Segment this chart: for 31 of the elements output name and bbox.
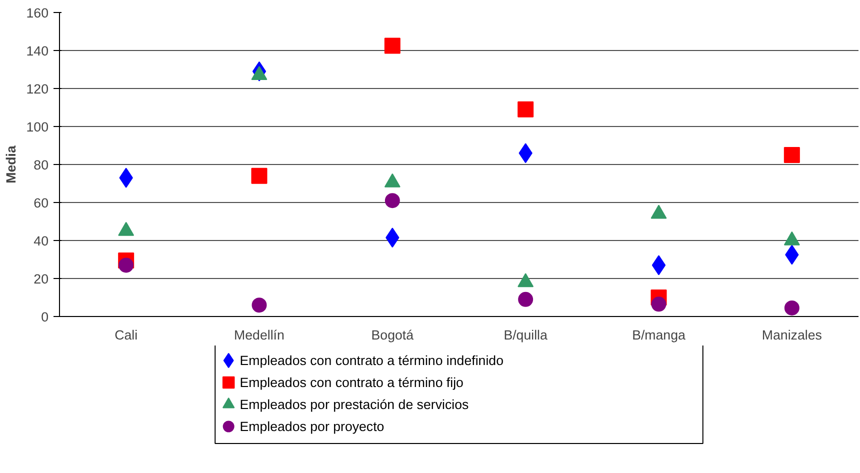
y-tick-label: 80 xyxy=(34,158,49,172)
y-tick-label: 160 xyxy=(26,6,49,20)
x-tick-label: Bogotá xyxy=(371,328,414,342)
point xyxy=(518,292,534,307)
y-tick-label: 0 xyxy=(41,310,49,324)
point xyxy=(118,258,134,273)
y-tick-label: 120 xyxy=(26,82,49,96)
x-tick-label: Medellín xyxy=(234,328,284,342)
legend-label: Empleados con contrato a término indefinido xyxy=(240,353,504,368)
point xyxy=(252,298,267,313)
y-tick-label: 40 xyxy=(34,234,49,248)
point xyxy=(652,255,666,276)
legend-label: Empleados con contrato a término fijo xyxy=(240,375,464,390)
y-axis-title: Media xyxy=(3,145,18,184)
point xyxy=(384,38,400,54)
x-tick-label: B/quilla xyxy=(504,328,548,342)
y-tick-label: 20 xyxy=(34,272,49,286)
legend-label: Empleados por prestación de servicios xyxy=(240,397,469,412)
y-tick-label: 60 xyxy=(34,196,49,210)
x-tick-label: Manizales xyxy=(762,328,822,342)
point xyxy=(251,168,268,184)
legend-label: Empleados por proyecto xyxy=(240,419,384,434)
x-tick-label: Cali xyxy=(114,328,138,342)
y-tick-label: 100 xyxy=(26,120,49,134)
point xyxy=(384,193,400,208)
y-tick-label: 140 xyxy=(26,44,49,58)
point xyxy=(651,296,666,312)
point xyxy=(784,147,800,163)
point xyxy=(784,300,800,316)
point xyxy=(518,101,534,118)
x-tick-label: B/manga xyxy=(632,328,686,342)
